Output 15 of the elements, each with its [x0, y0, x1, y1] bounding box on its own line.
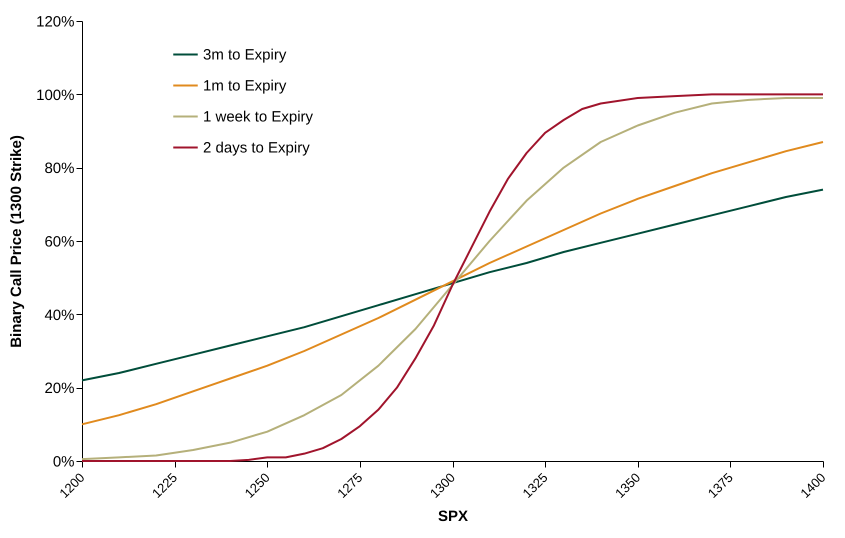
legend-label: 1m to Expiry	[203, 78, 287, 94]
y-tick-label: 0%	[52, 454, 74, 470]
legend-label: 3m to Expiry	[203, 46, 287, 64]
legend-label: 1 week to Expiry	[203, 108, 314, 126]
y-tick-label: 100%	[36, 86, 74, 104]
line-series	[81, 141, 824, 426]
y-tick-label: 60%	[44, 234, 74, 250]
x-axis-title: SPX	[438, 508, 468, 525]
y-tick-label: 80%	[44, 160, 74, 178]
line-series	[81, 188, 824, 382]
y-tick-label: 20%	[44, 380, 74, 398]
legend-label: 2 days to Expiry	[203, 140, 310, 156]
y-tick-label: 120%	[36, 14, 74, 30]
y-axis-title: Binary Call Price (1300 Strike)	[8, 135, 26, 348]
y-tick-label: 40%	[44, 306, 74, 324]
